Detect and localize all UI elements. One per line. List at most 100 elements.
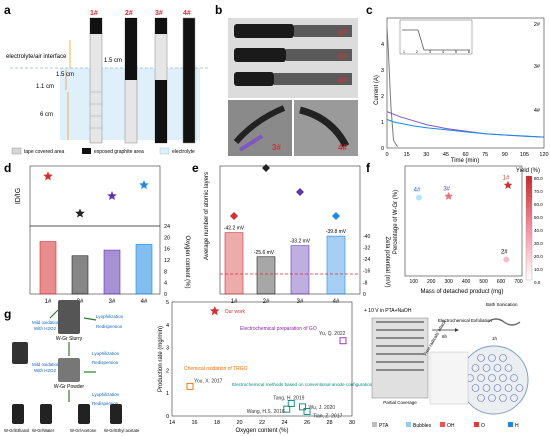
layers-point-1: [230, 212, 238, 220]
interface-label: electrolyte/air interface: [6, 54, 67, 60]
current-y-tick: 4: [381, 42, 384, 48]
legend-4: 4#: [534, 108, 541, 114]
g-point-label-3: Tang, H. 2019: [273, 395, 304, 401]
g-chart-frame: [171, 301, 353, 417]
yield-point-3: [444, 191, 453, 200]
g-header-line: Electrochemical methods based on convent…: [232, 382, 373, 387]
idig-point-4: [139, 180, 149, 190]
g-y-tick: 2: [166, 368, 169, 374]
panel-e-letter: e: [192, 161, 199, 175]
g-point-label-1: Yu, Q. 2022: [319, 331, 346, 337]
vial-ethyl-acetate: [110, 404, 122, 424]
op-redispersion-2: Redispersion: [92, 360, 119, 365]
g-point-label-6: Tian, Z. 2017: [313, 413, 342, 419]
caption-ethyl-acetate: W-Gr/Ethyl acetate: [104, 428, 140, 433]
oxygen-frame: [29, 225, 161, 295]
caption-ethanol: W-Gr/Ethanol: [4, 428, 29, 433]
layers-point-4: [332, 212, 340, 220]
g-label-ec: Electrochemical preparation of GO: [240, 326, 317, 332]
panel-f: f 1# 2# 3# 4# 100 200 300 400 500 600 700 Percenta…: [366, 161, 543, 295]
dim-label-1: 1.5 cm: [56, 72, 74, 78]
current-x-tick: 105: [520, 152, 529, 158]
panel-d-letter: d: [4, 161, 11, 175]
g-x-tick: 28: [326, 420, 332, 426]
g-left-cycle: W-Gr Slurry W-Gr Powder Mild oxidation W…: [4, 300, 140, 433]
d-plot: 1# 2# 3# 4# 0 4 8 12 16 20 24: [39, 171, 170, 305]
oxygen-y-tick: 4: [164, 281, 167, 287]
colorbar-tick: 20.0: [534, 254, 543, 259]
lattice-zoom: [459, 345, 529, 415]
yield-point-label-1: 1#: [503, 175, 510, 181]
rate-y-label: Production rate (mg/min): [158, 326, 164, 392]
op-mild-oxidation-1: Mild oxidation: [32, 320, 60, 325]
g-point-0: [210, 306, 220, 316]
oxygen-y-label: Oxygen content (%): [184, 235, 190, 288]
caption-acetone: W-Gr/Acetone: [70, 428, 97, 433]
current-y-tick: 3: [381, 68, 384, 74]
panel-a: a electrolyte/air interface 1# 2# 3# 4#: [4, 3, 210, 155]
step1-time: 6h: [442, 334, 448, 339]
colorbar-tick: 70.0: [534, 189, 543, 194]
yield-point-2: [503, 256, 510, 263]
panel-d: d 1# 2# 3# 4# 0 4 8 12 16 20 24 ID/IG Oxygen conte…: [4, 161, 190, 305]
g-y-tick: 3: [166, 346, 169, 352]
g-x-tick: 18: [214, 420, 220, 426]
d-x-tick: 2#: [77, 299, 84, 305]
op-lyophilization-3: Lyophilization: [92, 392, 120, 397]
note-partial-coverage: Partial Coverage: [383, 400, 417, 405]
oxygen-bar-1: [39, 241, 57, 295]
colorbar-tick: 50.0: [534, 215, 543, 220]
g-legend-swatch: [440, 422, 445, 427]
strip-1: [89, 17, 103, 144]
g-point-5: [299, 403, 306, 411]
g-x-label: Oxygen content (%): [235, 428, 288, 434]
zeta-y-tick: -8: [363, 280, 368, 286]
g-point-3: [287, 400, 295, 407]
current-y-label: Current (A): [374, 75, 380, 105]
photo-label-3b: 3#: [272, 143, 281, 152]
inset-tick: 1: [403, 50, 405, 54]
panel-g: g W-Gr Slurry W-Gr Powder Mild oxidation…: [4, 300, 529, 434]
yield-point-label-2: 2#: [501, 250, 508, 256]
g-legend-label: H: [515, 423, 519, 429]
op-mild-oxidation-2: Mild oxidation: [32, 362, 60, 367]
idig-point-2: [75, 208, 85, 218]
zeta-y-label: Zeta potential (mV): [384, 236, 390, 287]
idig-y-label: ID/IG: [15, 188, 22, 204]
mass-x-tick: 300: [444, 279, 453, 285]
mass-x-tick: 600: [497, 279, 506, 285]
strip-label-2: 2#: [125, 10, 133, 17]
colorbar-tick: 10.0: [534, 267, 543, 272]
colorbar-tick: 0.0: [534, 280, 541, 285]
mass-x-tick: 400: [462, 279, 471, 285]
current-series-2: [386, 28, 398, 147]
g-point-label-0: Our work: [225, 309, 246, 315]
oxygen-y-tick: 0: [164, 292, 167, 298]
legend-tape: tape covered area: [24, 149, 65, 155]
layers-point-3: [296, 188, 304, 196]
zeta-bar-1: [224, 232, 244, 295]
electrode-graphic: [371, 317, 429, 399]
cycle-bottom-label: W-Gr Powder: [54, 384, 85, 390]
strip-label-4: 4#: [183, 10, 191, 17]
current-x-tick: 45: [443, 152, 449, 158]
idig-point-1: [43, 171, 53, 181]
panel-c-letter: c: [366, 3, 373, 17]
g-point-label-2: You, X. 2017: [194, 378, 223, 384]
oxygen-bar-4: [135, 244, 153, 295]
photo-label-3: 3#: [338, 52, 347, 61]
dim-label-4: 6 cm: [40, 112, 53, 118]
layers-y-label: Average number of atomic layers: [204, 172, 210, 260]
legend-swatch-electrolyte: [159, 147, 170, 155]
colorbar-tick: 60.0: [534, 202, 543, 207]
mass-x-tick: 500: [479, 279, 488, 285]
vial-powder: [58, 358, 80, 382]
zeta-y-tick: -32: [363, 245, 370, 251]
g-point-label-4: Wang, H.S. 2018: [247, 409, 285, 415]
g-y-tick: 5: [166, 300, 169, 306]
strip-label-1: 1#: [90, 10, 98, 17]
dim-label-2: 1.5 cm: [104, 58, 122, 64]
current-x-tick: 120: [539, 152, 548, 158]
e-plot: -42.2 mV1#-25.6 mV2#-33.2 mV3#-39.8 mV4#…: [220, 164, 370, 305]
